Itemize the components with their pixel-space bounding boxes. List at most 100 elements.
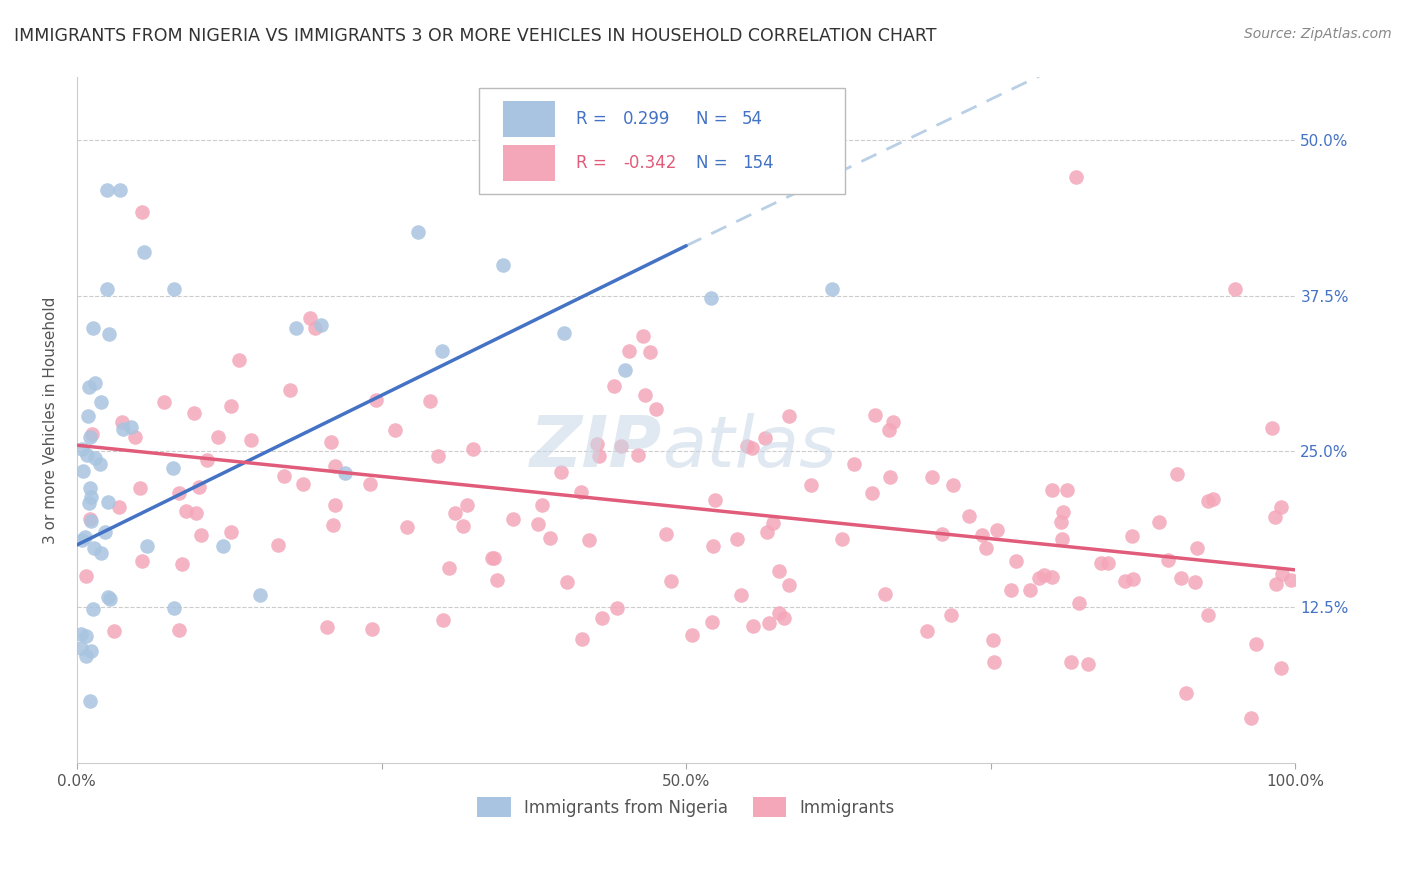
Point: [631, 329, 654, 343]
Text: 154: 154: [742, 153, 773, 172]
Point: [456, 498, 478, 512]
Point: [492, 258, 515, 272]
Point: [1184, 575, 1206, 590]
Point: [79, 694, 101, 708]
Point: [167, 486, 190, 500]
Point: [172, 557, 194, 571]
Bar: [503, 145, 554, 180]
Text: atlas: atlas: [662, 413, 837, 483]
Point: [406, 226, 429, 240]
Point: [1052, 505, 1074, 519]
Point: [316, 620, 339, 634]
Point: [239, 434, 262, 448]
Y-axis label: 3 or more Vehicles in Household: 3 or more Vehicles in Household: [44, 297, 58, 544]
Point: [219, 525, 242, 540]
Point: [97, 326, 120, 341]
Point: [79, 491, 101, 505]
Point: [432, 344, 454, 359]
Point: [645, 402, 668, 417]
Point: [77, 496, 100, 510]
Point: [768, 606, 790, 620]
Point: [821, 282, 844, 296]
Point: [754, 431, 776, 445]
Point: [1050, 516, 1073, 530]
Point: [773, 611, 796, 625]
Point: [842, 457, 865, 471]
Point: [553, 326, 575, 340]
Point: [640, 344, 662, 359]
Point: [651, 108, 673, 122]
Point: [482, 551, 505, 566]
Point: [986, 523, 1008, 537]
Point: [437, 560, 460, 574]
Point: [1166, 467, 1188, 481]
Point: [1077, 657, 1099, 671]
Text: Source: ZipAtlas.com: Source: ZipAtlas.com: [1244, 27, 1392, 41]
Point: [97, 495, 120, 509]
Point: [298, 310, 321, 325]
Point: [197, 452, 219, 467]
Point: [432, 613, 454, 627]
Point: [184, 506, 207, 520]
Point: [1121, 529, 1143, 543]
Point: [79, 481, 101, 495]
Point: [212, 539, 235, 553]
Point: [319, 434, 342, 449]
Point: [831, 532, 853, 546]
Point: [800, 478, 823, 492]
Point: [1040, 483, 1063, 498]
Point: [730, 588, 752, 602]
Point: [83, 541, 105, 555]
Point: [1157, 552, 1180, 566]
Point: [183, 406, 205, 420]
Text: R =: R =: [576, 153, 607, 172]
Point: [591, 610, 613, 624]
Point: [132, 244, 155, 259]
Point: [700, 615, 723, 629]
Point: [84, 451, 107, 466]
Point: [108, 183, 131, 197]
Point: [267, 538, 290, 552]
Point: [481, 550, 503, 565]
Point: [111, 422, 134, 436]
Point: [531, 498, 554, 512]
Point: [98, 591, 121, 606]
Point: [80, 426, 103, 441]
Point: [273, 469, 295, 483]
Point: [1271, 566, 1294, 581]
Point: [75, 648, 97, 663]
Point: [939, 607, 962, 622]
Point: [79, 512, 101, 526]
Point: [702, 539, 724, 553]
Point: [77, 380, 100, 394]
Point: [249, 588, 271, 602]
Point: [681, 628, 703, 642]
Point: [882, 415, 904, 429]
Point: [96, 282, 118, 296]
Point: [555, 575, 578, 590]
Point: [69, 627, 91, 641]
Point: [538, 531, 561, 545]
Point: [972, 528, 994, 542]
Point: [704, 493, 727, 508]
Point: [82, 602, 104, 616]
Point: [1122, 572, 1144, 586]
Point: [778, 578, 800, 592]
Point: [1185, 541, 1208, 556]
Point: [699, 291, 721, 305]
FancyBboxPatch shape: [479, 87, 845, 194]
Text: N =: N =: [696, 110, 727, 128]
Point: [426, 449, 449, 463]
Point: [606, 601, 628, 615]
Point: [96, 183, 118, 197]
Text: 54: 54: [742, 110, 763, 128]
Point: [419, 394, 441, 409]
Point: [72, 464, 94, 478]
Point: [1052, 532, 1074, 546]
Point: [163, 600, 186, 615]
Point: [75, 629, 97, 643]
Point: [1279, 573, 1302, 587]
Point: [79, 430, 101, 444]
Point: [659, 574, 682, 589]
Point: [1005, 554, 1028, 568]
